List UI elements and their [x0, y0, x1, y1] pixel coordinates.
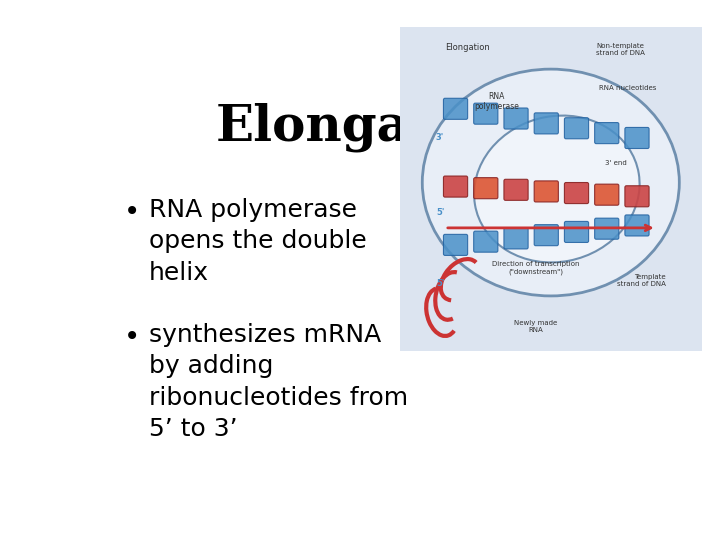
FancyBboxPatch shape — [595, 123, 619, 144]
FancyBboxPatch shape — [564, 183, 589, 204]
FancyBboxPatch shape — [474, 231, 498, 252]
FancyBboxPatch shape — [444, 98, 468, 119]
Text: synthesizes mRNA
by adding
ribonucleotides from
5’ to 3’: synthesizes mRNA by adding ribonucleotid… — [148, 322, 408, 441]
FancyBboxPatch shape — [534, 181, 559, 202]
Ellipse shape — [422, 69, 680, 296]
FancyBboxPatch shape — [595, 218, 619, 239]
Text: Direction of transcription
("downstream"): Direction of transcription ("downstream"… — [492, 261, 580, 275]
Text: Newly made
RNA: Newly made RNA — [514, 320, 557, 333]
FancyBboxPatch shape — [564, 118, 589, 139]
Text: 3': 3' — [436, 133, 444, 143]
FancyBboxPatch shape — [474, 178, 498, 199]
FancyBboxPatch shape — [625, 186, 649, 207]
Text: RNA
polymerase: RNA polymerase — [474, 92, 519, 111]
Text: 3' end: 3' end — [606, 160, 627, 166]
Text: RNA polymerase
opens the double
helix: RNA polymerase opens the double helix — [148, 198, 366, 285]
FancyBboxPatch shape — [444, 176, 468, 197]
Text: Elongation: Elongation — [445, 43, 490, 52]
FancyBboxPatch shape — [564, 221, 589, 242]
Text: Non-template
strand of DNA: Non-template strand of DNA — [596, 43, 645, 56]
Text: 5': 5' — [436, 208, 444, 217]
FancyBboxPatch shape — [534, 225, 559, 246]
Text: •: • — [124, 322, 140, 350]
FancyBboxPatch shape — [595, 184, 619, 205]
FancyBboxPatch shape — [625, 127, 649, 149]
FancyBboxPatch shape — [534, 113, 559, 134]
Text: •: • — [124, 198, 140, 226]
Text: Template
strand of DNA: Template strand of DNA — [617, 274, 666, 287]
Text: 5': 5' — [436, 279, 444, 288]
FancyBboxPatch shape — [504, 228, 528, 249]
FancyBboxPatch shape — [397, 24, 705, 354]
FancyBboxPatch shape — [474, 103, 498, 124]
FancyBboxPatch shape — [504, 179, 528, 200]
FancyBboxPatch shape — [504, 108, 528, 129]
Ellipse shape — [474, 116, 639, 262]
Text: RNA nucleotides: RNA nucleotides — [599, 85, 657, 91]
Text: Elongation: Elongation — [216, 102, 522, 152]
FancyBboxPatch shape — [625, 215, 649, 236]
FancyBboxPatch shape — [444, 234, 468, 255]
